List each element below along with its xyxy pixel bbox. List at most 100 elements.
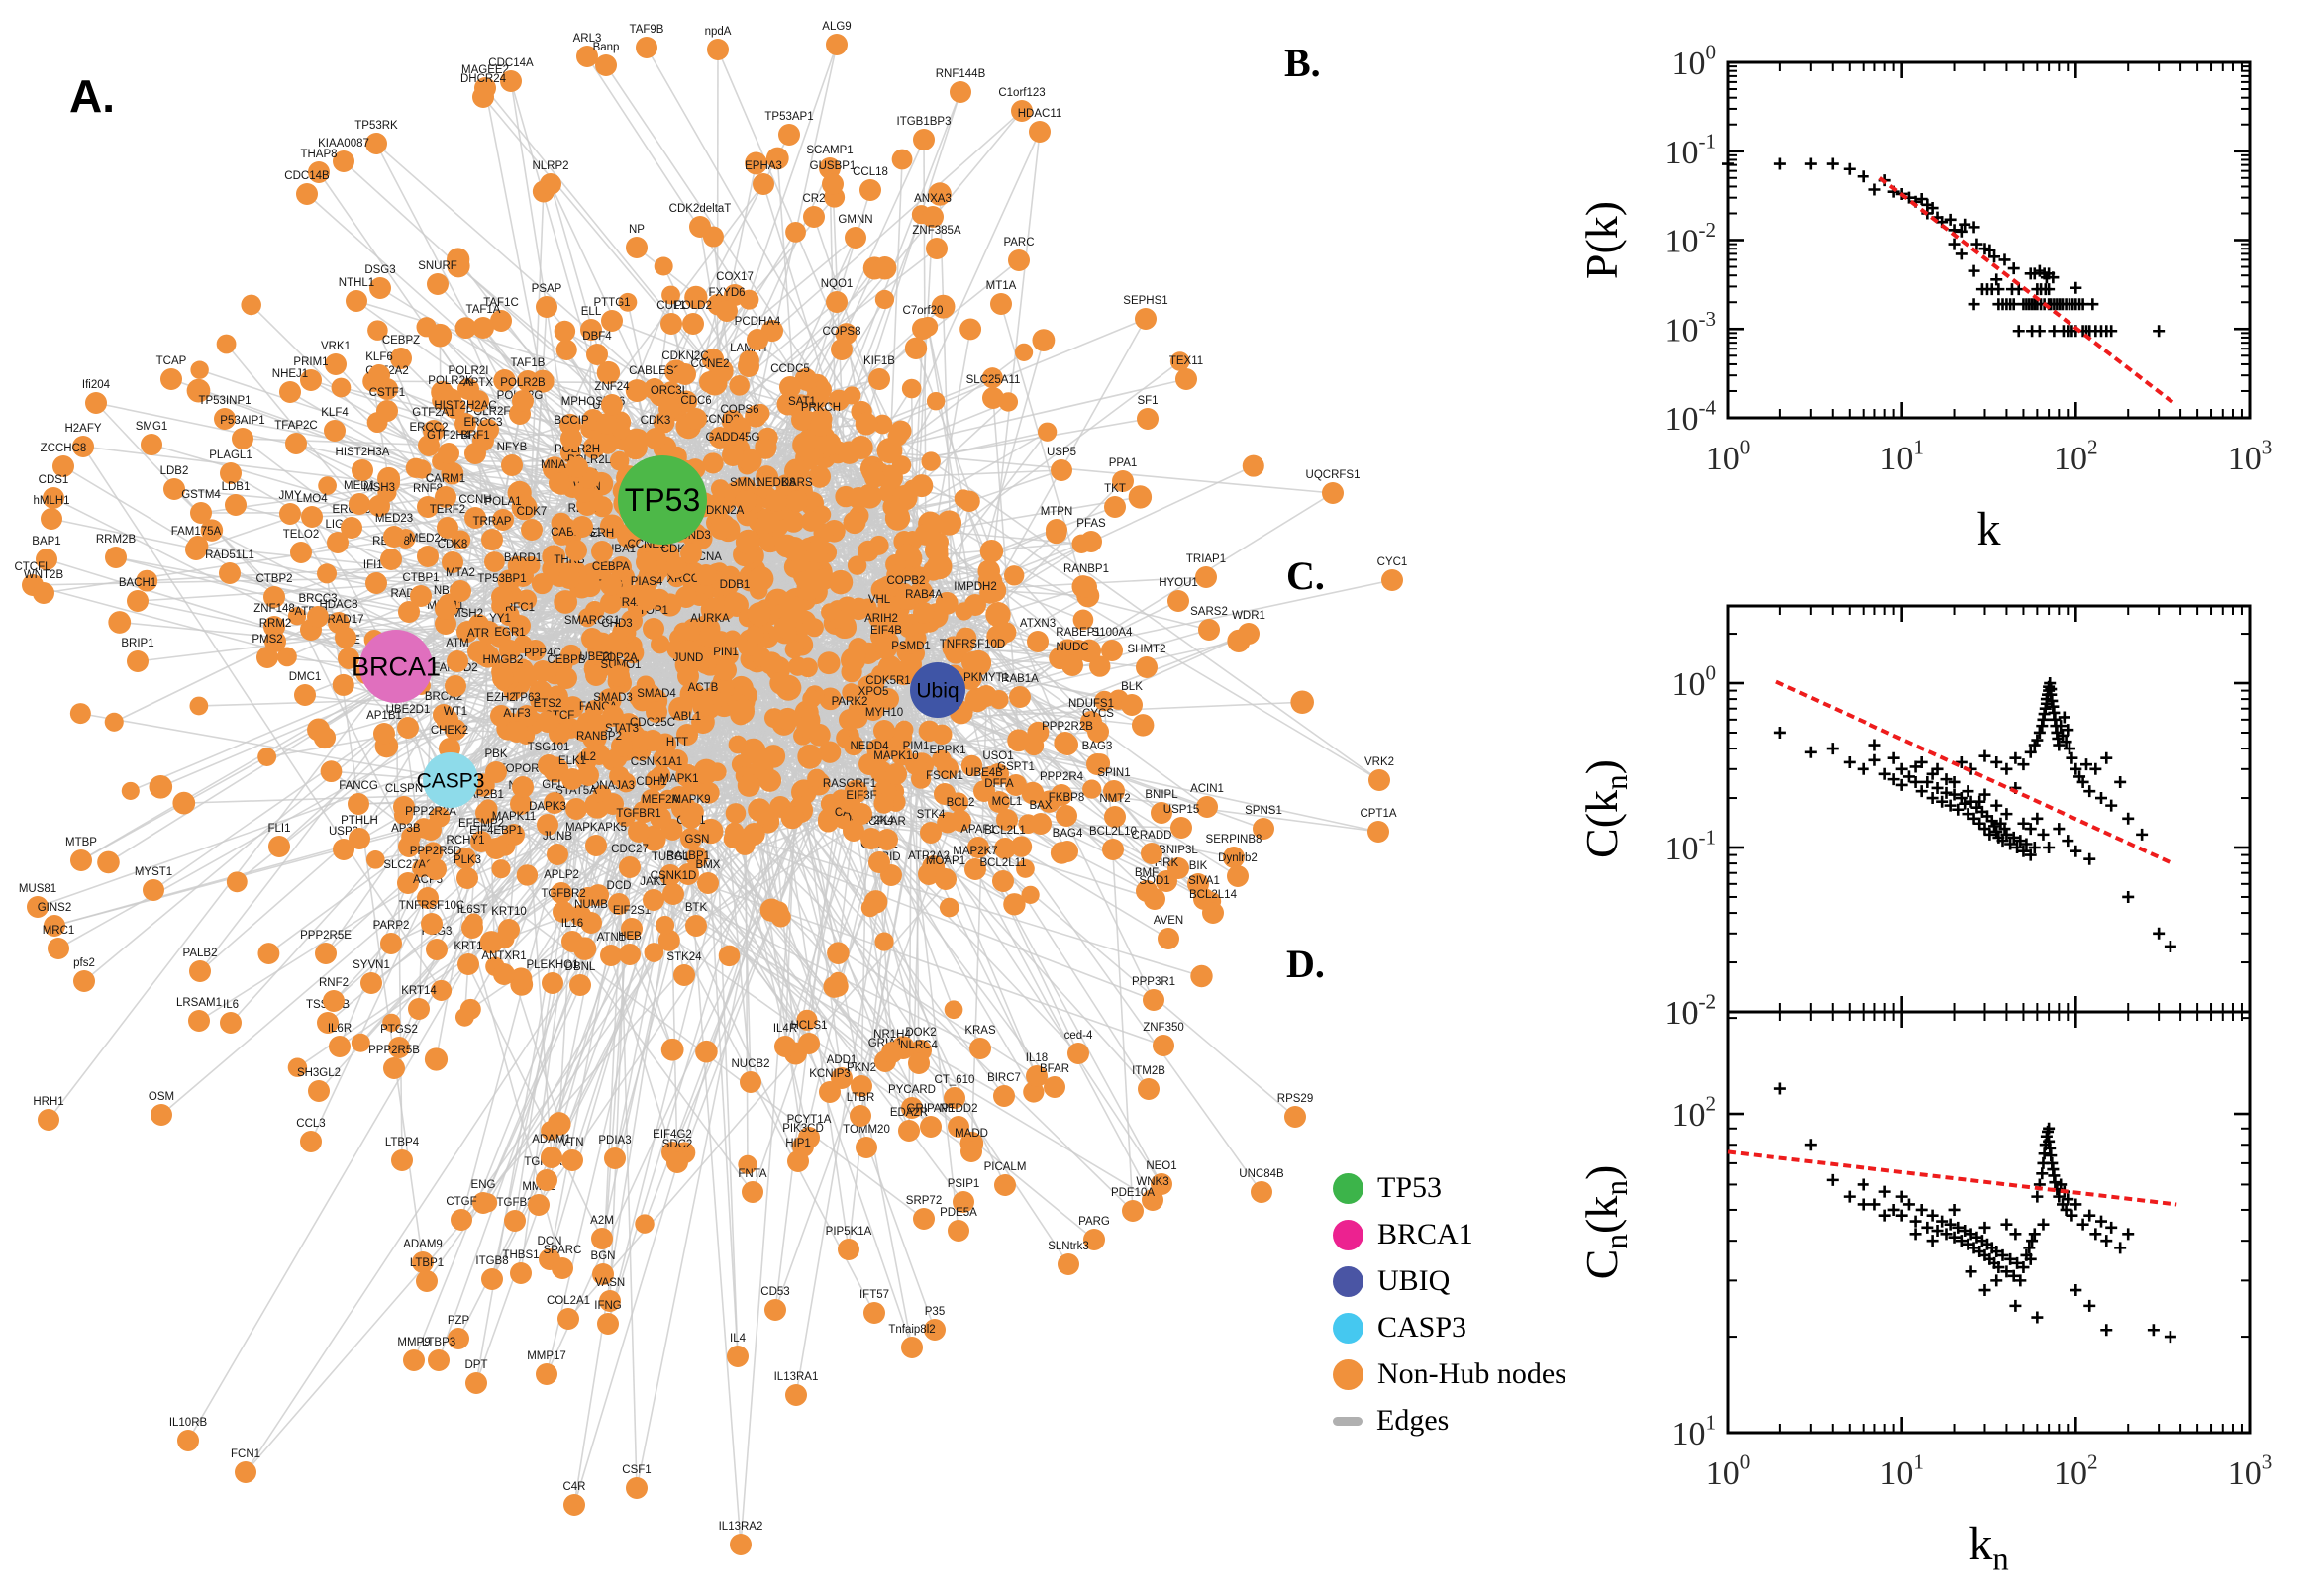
network-node	[885, 763, 907, 785]
data-point	[1952, 1221, 1965, 1234]
network-node	[360, 972, 382, 994]
network-node-label: STK4	[917, 809, 946, 821]
network-node	[397, 717, 419, 739]
network-node	[565, 540, 587, 561]
network-node-label: CDK3	[641, 415, 671, 427]
network-node	[656, 916, 675, 935]
network-node-label: PPP3R1	[1132, 976, 1175, 988]
data-point	[1978, 749, 1991, 762]
network-node	[472, 86, 494, 108]
network-node	[472, 1192, 494, 1214]
data-point	[1983, 828, 1996, 841]
data-point	[2043, 1122, 2056, 1135]
network-node	[510, 793, 532, 815]
data-point	[1944, 1218, 1957, 1231]
network-node-label: CPT1A	[1360, 808, 1396, 820]
network-node-label: TELO2	[283, 529, 319, 541]
network-node	[576, 46, 598, 67]
network-node	[995, 622, 1017, 644]
network-node	[1072, 609, 1094, 631]
network-node-label: MED23	[375, 513, 413, 525]
network-node-label: DCN	[538, 1236, 562, 1247]
network-node	[914, 523, 937, 546]
network-node-label: PMS2	[252, 634, 282, 646]
network-node	[969, 1038, 991, 1059]
network-node	[729, 375, 750, 396]
data-point	[2031, 734, 2044, 747]
network-node	[728, 735, 748, 754]
network-node	[320, 760, 343, 783]
network-node-label: EDA2R	[890, 1107, 928, 1119]
network-node	[1016, 859, 1035, 878]
network-node	[1158, 928, 1179, 949]
network-node	[1238, 623, 1260, 645]
network-node	[819, 687, 842, 711]
network-node-label: ACIN1	[1190, 783, 1224, 795]
network-node	[987, 763, 1009, 785]
network-node	[838, 1239, 859, 1260]
data-point	[2014, 835, 2027, 848]
data-point	[2114, 1242, 2127, 1254]
network-node-label: hMLH1	[33, 495, 69, 507]
network-node	[451, 530, 471, 550]
network-node	[677, 863, 699, 885]
data-point	[1940, 1228, 1953, 1241]
network-node-label: RPS29	[1277, 1093, 1313, 1105]
network-node	[654, 256, 673, 276]
network-node-label: IL13RA1	[774, 1371, 819, 1383]
data-point	[2043, 842, 2056, 854]
network-node	[618, 292, 638, 312]
network-node	[821, 603, 840, 622]
network-node	[680, 543, 702, 564]
hub-node-label: TP53	[625, 482, 700, 518]
network-node-label: COPB2	[887, 575, 926, 587]
data-point	[2033, 325, 2046, 338]
network-node-label: H2AFY	[64, 423, 101, 435]
network-node	[693, 758, 719, 785]
network-node-label: CABLES2	[629, 365, 680, 377]
data-point	[2058, 711, 2070, 724]
network-node	[1061, 654, 1083, 676]
network-node	[608, 893, 630, 915]
network-node	[1196, 796, 1218, 818]
panel-b-label: B.	[1284, 41, 1321, 85]
network-node	[650, 807, 671, 829]
network-node-label: TP53RK	[354, 120, 398, 132]
network-node-label: CDH1	[636, 776, 666, 788]
network-node	[1135, 308, 1157, 330]
network-node-label: ATXN3	[1020, 618, 1056, 630]
network-node-label: BCCIP	[554, 415, 588, 427]
network-node-label: ADAM1	[532, 1134, 571, 1146]
network-node	[464, 443, 486, 464]
network-node-label: MMP17	[527, 1350, 566, 1362]
data-point	[1948, 775, 1961, 788]
network-node-label: VTN	[561, 1137, 584, 1148]
network-node-label: RNF144B	[936, 68, 986, 80]
network-node	[735, 490, 757, 512]
network-node-label: RNF8	[413, 483, 443, 495]
data-point	[1996, 835, 2009, 848]
data-point	[1992, 283, 2005, 296]
network-node	[41, 508, 62, 530]
network-node-label: Tnfaip8l2	[888, 1324, 935, 1336]
network-node	[944, 1000, 963, 1020]
network-node	[554, 590, 578, 614]
legend-item: BRCA1	[1333, 1218, 1566, 1251]
network-node	[934, 783, 956, 805]
network-node	[500, 70, 522, 92]
network-node	[1242, 454, 1264, 477]
network-node-label: CDC14B	[284, 170, 330, 182]
network-node-label: ZNF24	[594, 381, 630, 393]
network-node-label: TAF1C	[483, 297, 519, 309]
network-node	[325, 353, 347, 375]
network-node	[1202, 902, 1224, 924]
network-node	[636, 551, 657, 573]
network-node	[557, 1308, 579, 1330]
network-node	[665, 556, 687, 578]
network-node	[1046, 519, 1067, 541]
network-node	[1253, 818, 1274, 840]
network-node	[268, 836, 290, 857]
network-node-label: LTBP4	[385, 1137, 420, 1148]
network-node	[913, 1208, 935, 1230]
network-node	[257, 748, 277, 766]
